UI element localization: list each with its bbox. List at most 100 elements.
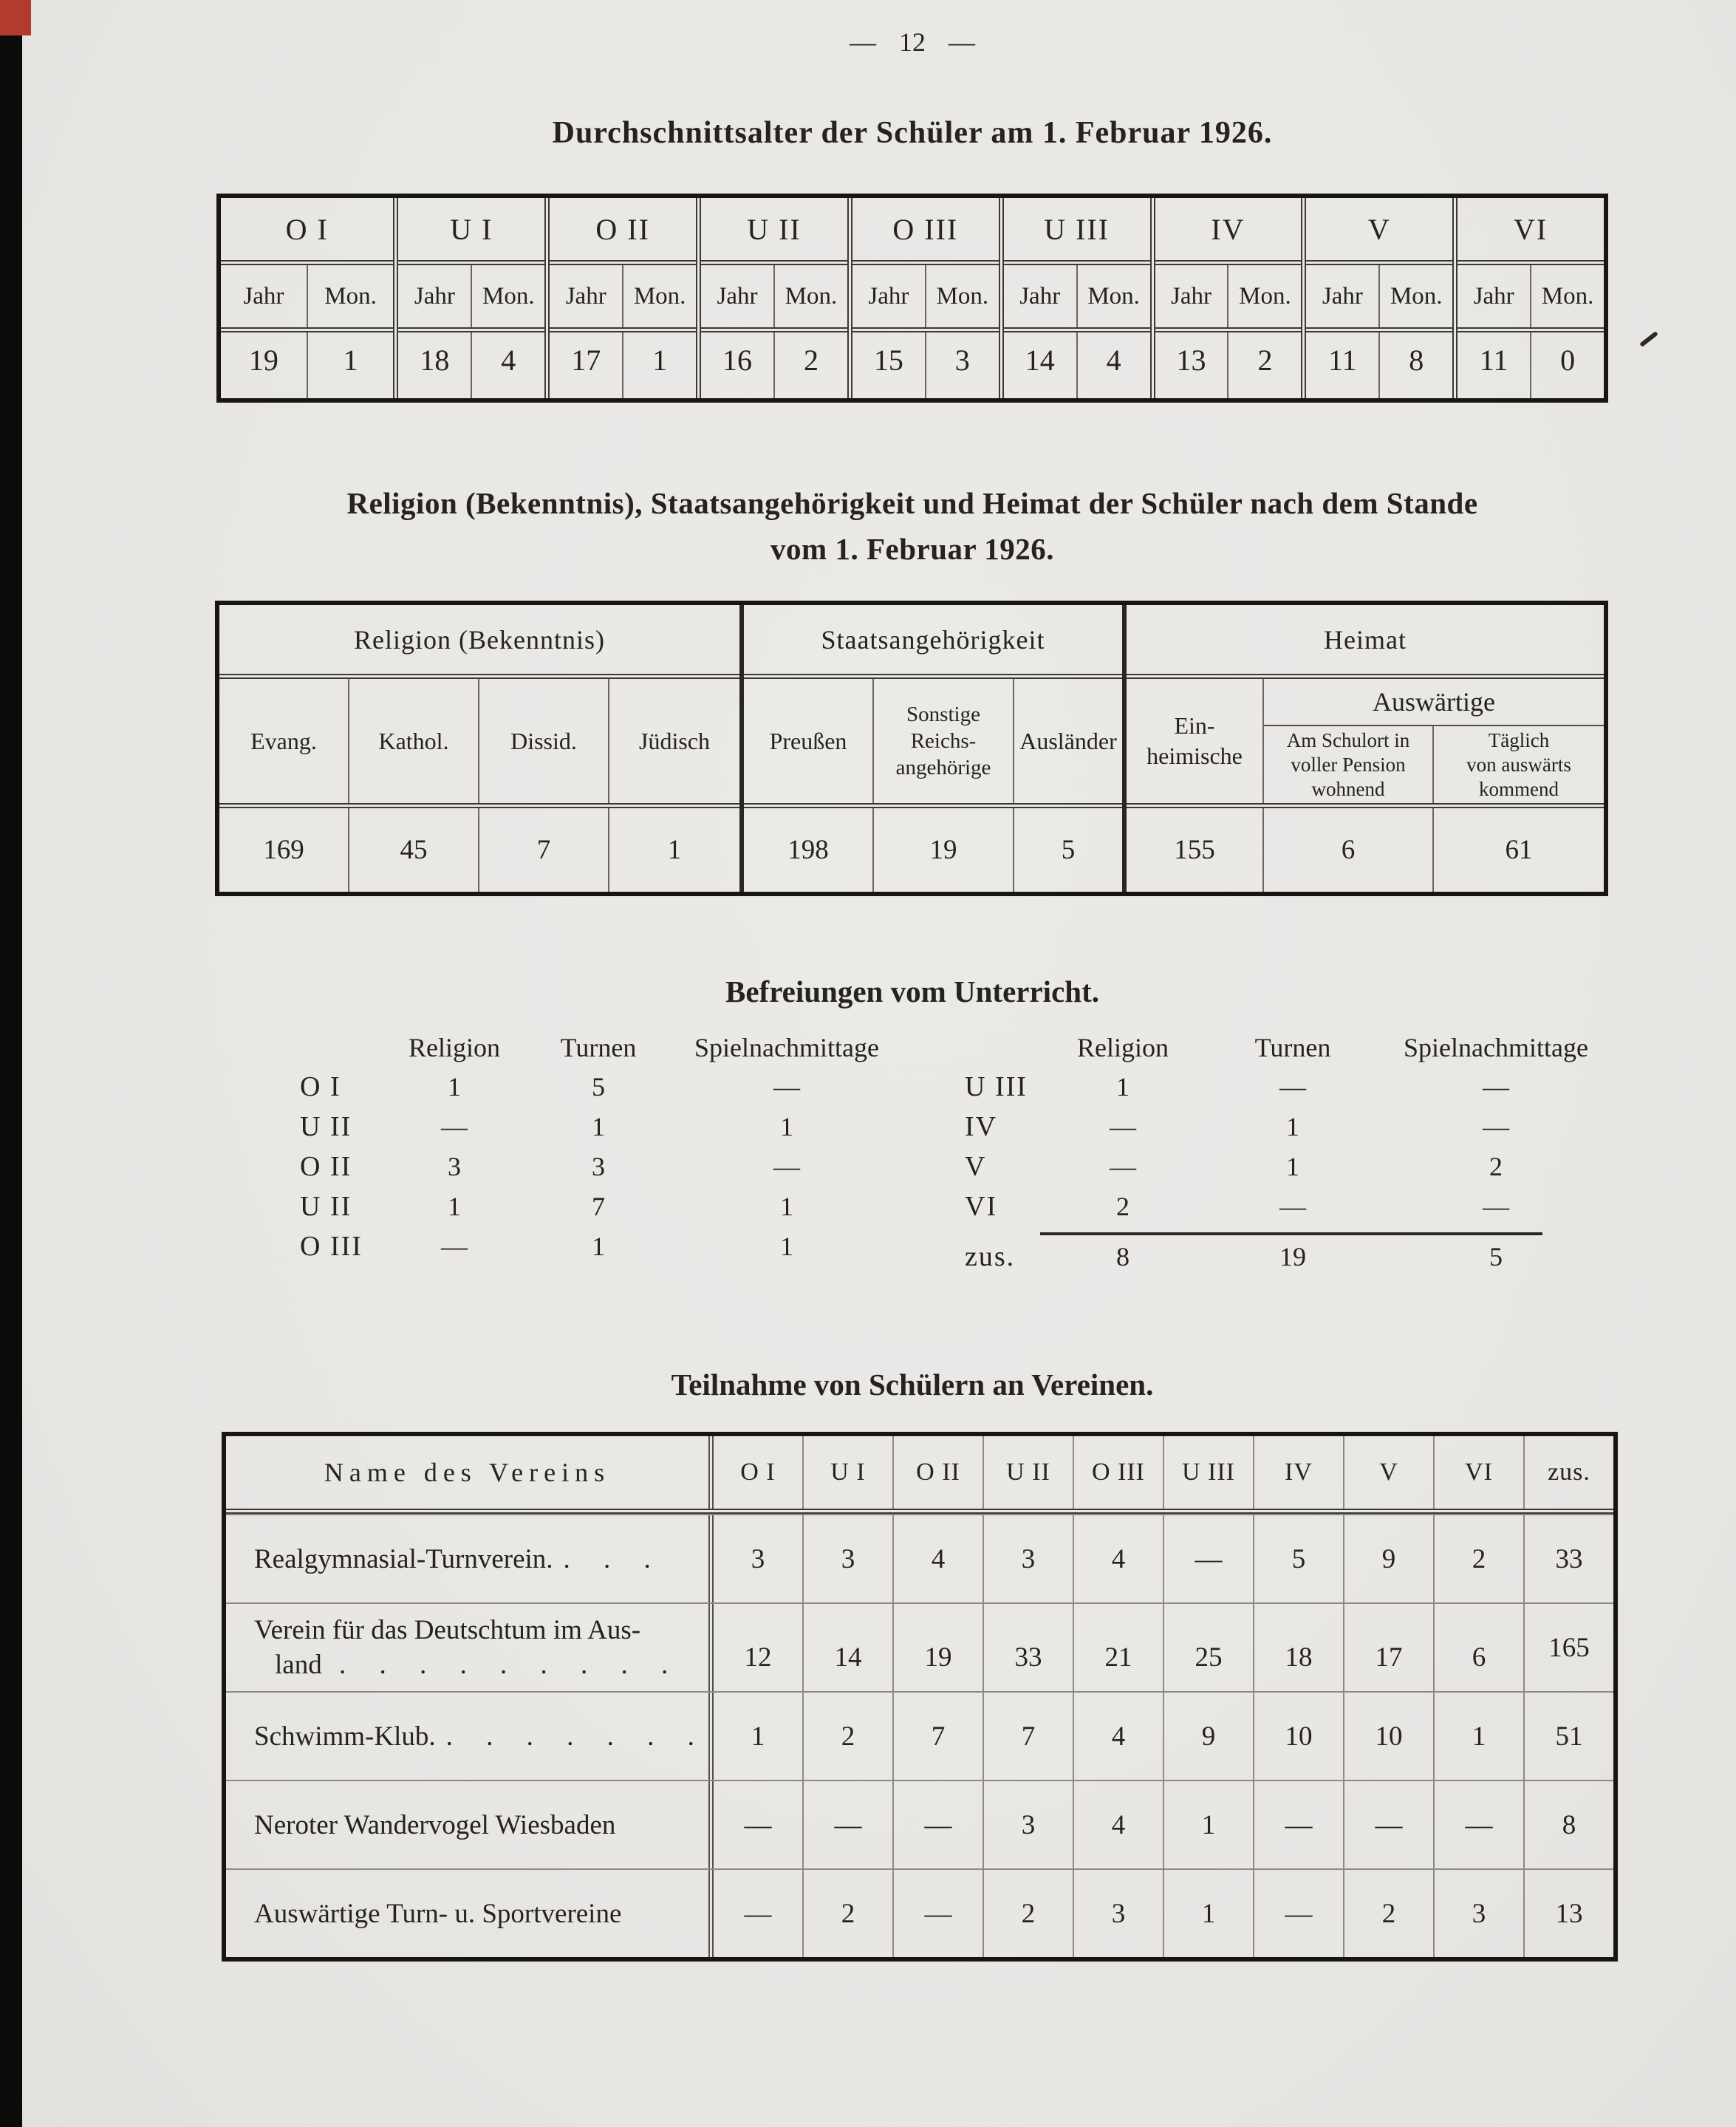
evang-header: Evang. (219, 679, 349, 803)
turnen-value: 5 (592, 1072, 605, 1102)
befreiungen-title: Befreiungen vom Unterricht. (725, 974, 1099, 1008)
mon-value: 1 (343, 344, 358, 377)
count-cell: 3 (804, 1515, 894, 1602)
row-label: U II (300, 1111, 352, 1142)
religion-value: — (441, 1112, 468, 1141)
count-cell: 3 (1074, 1870, 1164, 1957)
verein-row: Verein für das Deutschtum im Aus- land .… (226, 1602, 1613, 1691)
auswaertige-block: Auswärtige Am Schulort in voller Pension… (1264, 679, 1604, 803)
jahr-value: 16 (701, 332, 775, 398)
verein-name-text: Neroter Wandervogel Wiesbaden (254, 1809, 616, 1840)
befreiungen-row: O I 1 5 — (295, 1067, 886, 1107)
mon-header: Mon. (482, 282, 535, 310)
turnen-sum: 19 (1279, 1242, 1306, 1271)
subheader-row: Jahr Mon. (1155, 265, 1302, 332)
heimat-values: 155 6 61 (1127, 808, 1604, 892)
class-column-header: O I (714, 1436, 804, 1509)
befreiungen-right-table: Religion Turnen Spielnachmittage U III 1… (960, 1028, 1603, 1277)
citizenship-subheaders: Preußen Sonstige Reichs- angehörige Ausl… (744, 679, 1122, 808)
count-cell: — (804, 1781, 894, 1868)
page-number: — 12 — (850, 27, 975, 57)
vereine-header-row: Name des Vereins O I U I O II U II O III… (226, 1436, 1613, 1514)
sum-rule (1040, 1232, 1542, 1235)
verein-name: Schwimm-Klub. . . . . . . . (226, 1693, 714, 1780)
pension-line3: wohnend (1311, 777, 1385, 800)
taeglich-line3: kommend (1479, 777, 1559, 800)
class-column-header: IV (1254, 1436, 1344, 1509)
verein-row: Realgymnasial-Turnverein. . . . 3 3 4 3 … (226, 1514, 1613, 1602)
religion-value: — (1110, 1152, 1136, 1181)
religion-column-header: Religion (409, 1033, 500, 1062)
einheimische-value: 155 (1127, 808, 1264, 892)
class-label: O III (852, 198, 999, 265)
juedisch-header: Jüdisch (639, 727, 710, 754)
subheader-row: Jahr Mon. (1306, 265, 1453, 332)
religion-subheaders: Evang. Kathol. Dissid. Jüdisch (219, 679, 739, 808)
pension-value: 6 (1264, 808, 1434, 892)
mon-value: 4 (1106, 344, 1121, 377)
preussen-header: Preußen (744, 679, 874, 803)
religion-value: — (1110, 1112, 1136, 1141)
count-cell: — (714, 1870, 804, 1957)
einheimische-line1: Ein- (1174, 712, 1215, 739)
jahr-header: Jahr (221, 265, 308, 327)
class-group-uiii: U III Jahr Mon. 14 4 (1003, 198, 1155, 398)
befreiungen-row: U II — 1 1 (295, 1107, 886, 1147)
jahr-value: 19 (221, 332, 308, 398)
count-cell: 18 (1254, 1604, 1344, 1691)
mon-header: Mon. (1541, 282, 1594, 310)
count-cell: — (894, 1870, 984, 1957)
jahr-header: Jahr (1306, 265, 1381, 327)
class-label: VI (1458, 198, 1605, 265)
verein-row: Auswärtige Turn- u. Sportvereine — 2 — 2… (226, 1868, 1613, 1957)
count-cell: 2 (984, 1870, 1074, 1957)
heimat-subheaders: Ein- heimische Auswärtige Am Schulort in… (1127, 679, 1604, 808)
religion-values: 169 45 7 1 (219, 808, 739, 892)
count-cell: 14 (804, 1604, 894, 1691)
befreiungen-row: O III — 1 1 (295, 1226, 886, 1266)
turnen-value: — (1279, 1072, 1306, 1102)
row-label: U II (300, 1191, 352, 1222)
kathol-header: Kathol. (349, 679, 479, 803)
subheader-row: Jahr Mon. (701, 265, 847, 332)
class-column-header: O III (1074, 1436, 1164, 1509)
row-label: IV (965, 1111, 998, 1142)
mon-value: 3 (954, 344, 970, 377)
turnen-value: 7 (592, 1192, 605, 1221)
spiel-value: — (773, 1152, 800, 1181)
class-group-iv: IV Jahr Mon. 13 2 (1155, 198, 1307, 398)
class-label: O II (550, 198, 697, 265)
sonstige-line2: Reichs- (910, 729, 977, 753)
religion-table-title: Religion (Bekenntnis), Staatsangehörigke… (214, 480, 1610, 572)
count-cell: 1 (1435, 1693, 1525, 1780)
religion-citizenship-table: Religion (Bekenntnis) Evang. Kathol. Dis… (215, 601, 1608, 896)
class-group-uii: U II Jahr Mon. 16 2 (701, 198, 852, 398)
mon-header: Mon. (1239, 282, 1291, 310)
preussen-value: 198 (744, 808, 874, 892)
mon-header: Mon. (1087, 282, 1140, 310)
data-row: 14 4 (1004, 332, 1150, 398)
dot-leader: . . . . . . . . . (338, 1650, 682, 1680)
verein-row: Schwimm-Klub. . . . . . . . 1 2 7 7 4 9 … (226, 1691, 1613, 1780)
befreiungen-sum-row: zus. 8 19 5 (960, 1237, 1603, 1277)
spiel-value: 1 (780, 1192, 793, 1221)
count-cell: 2 (804, 1693, 894, 1780)
class-label: IV (1155, 198, 1302, 265)
mon-value: 2 (803, 344, 819, 377)
dot-leader: . . . . . . . (445, 1721, 708, 1752)
auslaender-value: 5 (1061, 835, 1076, 865)
religion-value: 1 (448, 1072, 461, 1102)
jahr-header: Jahr (550, 265, 624, 327)
pension-line1: Am Schulort in (1286, 728, 1410, 751)
data-row: 16 2 (701, 332, 847, 398)
dissid-header: Dissid. (479, 679, 609, 803)
befreiungen-row: V — 1 2 (960, 1147, 1603, 1187)
pension-line2: voller Pension (1291, 753, 1406, 776)
class-label: V (1306, 198, 1453, 265)
turnen-value: 3 (592, 1152, 605, 1181)
count-cell: 21 (1074, 1604, 1164, 1691)
count-cell: 1 (1164, 1870, 1254, 1957)
sum-cell: 13 (1555, 1898, 1583, 1929)
taeglich-header: Täglich von auswärts kommend (1434, 726, 1604, 803)
